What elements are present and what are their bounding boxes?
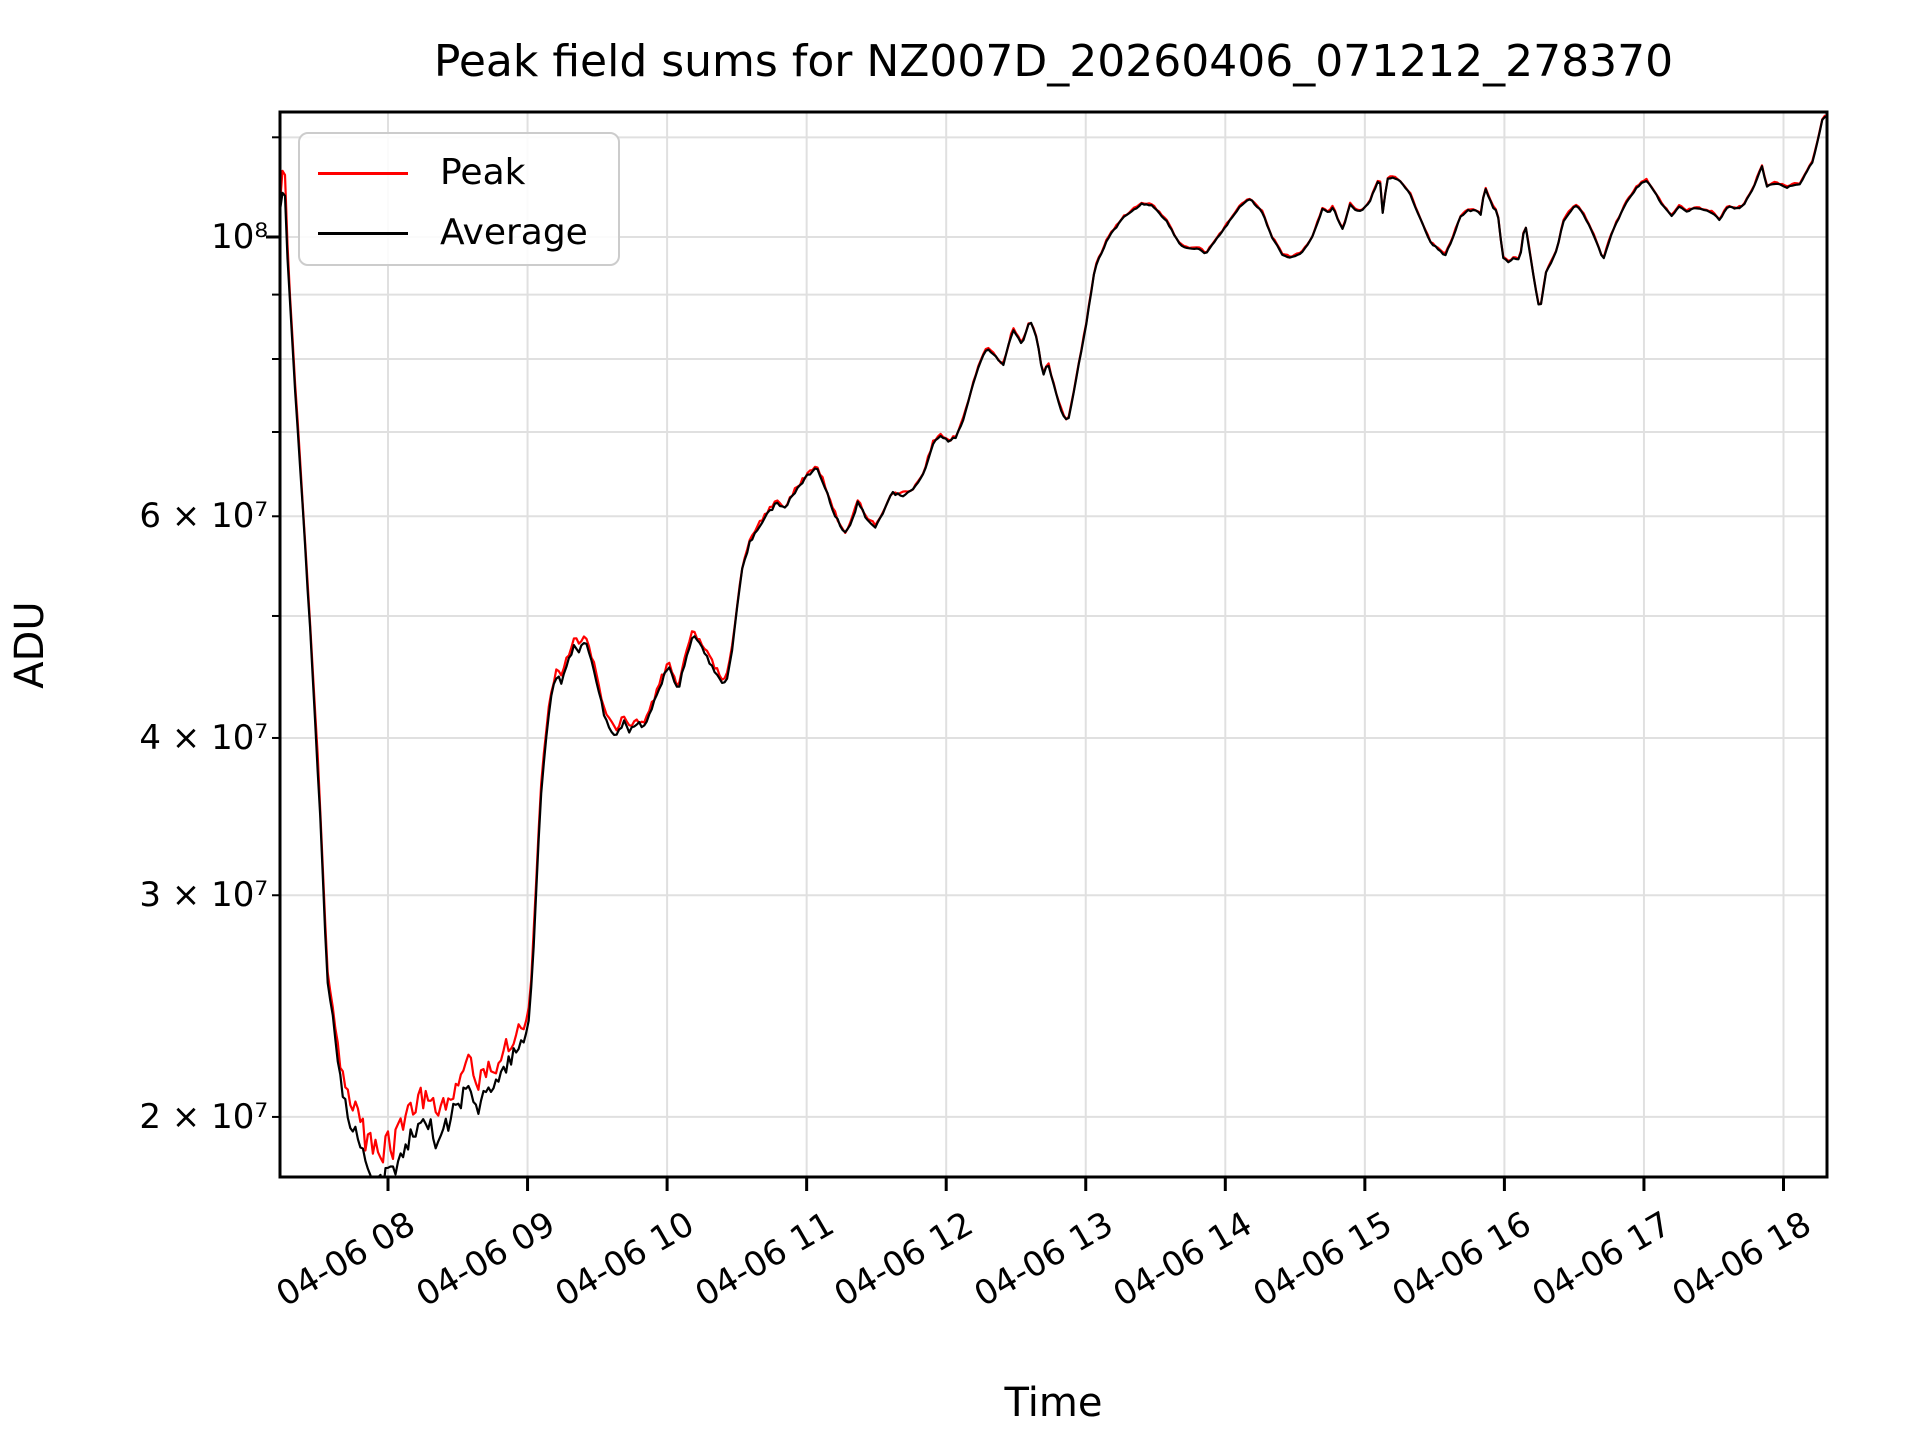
peak-line-swatch	[318, 171, 408, 175]
y-tick-label: 3 × 10⁷	[139, 875, 268, 916]
legend-box: Peak Average	[298, 132, 620, 266]
average-line-swatch	[318, 231, 408, 235]
legend-entry-average: Average	[300, 208, 618, 258]
y-tick-label: 4 × 10⁷	[139, 717, 268, 758]
y-tick-label: 2 × 10⁷	[139, 1096, 268, 1137]
average-series-line	[280, 116, 1826, 1177]
x-axis-label: Time	[1004, 1380, 1103, 1426]
legend-entry-peak: Peak	[300, 148, 618, 198]
y-axis-label: ADU	[7, 601, 53, 689]
y-tick-label: 6 × 10⁷	[139, 496, 268, 537]
chart-title: Peak field sums for NZ007D_20260406_0712…	[433, 36, 1674, 87]
legend-label-peak: Peak	[440, 152, 526, 193]
y-tick-label: 10⁸	[211, 217, 268, 257]
legend-label-average: Average	[440, 212, 588, 253]
